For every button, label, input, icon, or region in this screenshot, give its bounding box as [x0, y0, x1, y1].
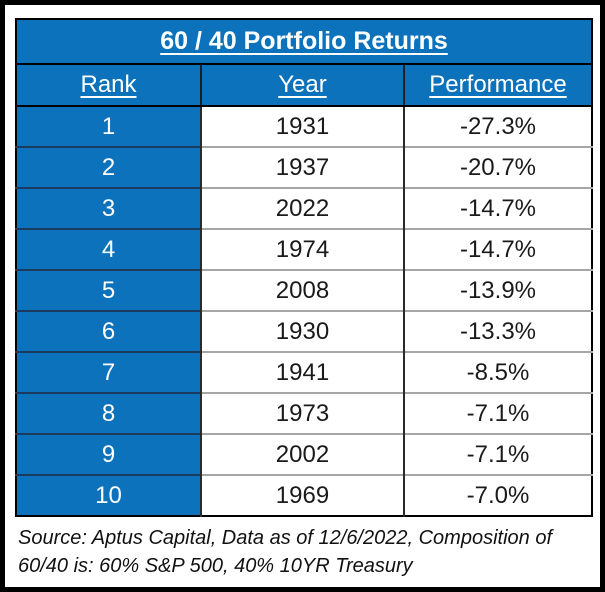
year-cell: 1973 — [200, 392, 404, 434]
table-row: 4 1974 -14.7% — [16, 228, 592, 270]
performance-cell: -14.7% — [403, 187, 592, 229]
year-cell: 1930 — [200, 310, 404, 352]
table-row: 9 2002 -7.1% — [16, 433, 592, 475]
rank-cell: 1 — [16, 106, 201, 147]
table-row: 2 1937 -20.7% — [16, 146, 592, 188]
year-cell: 1974 — [200, 228, 404, 270]
table-row: 6 1930 -13.3% — [16, 310, 592, 352]
year-cell: 1931 — [200, 106, 404, 147]
title-row: 60 / 40 Portfolio Returns — [16, 19, 592, 65]
performance-cell: -13.9% — [403, 269, 592, 311]
rank-cell: 4 — [16, 228, 201, 270]
rank-cell: 9 — [16, 433, 201, 475]
header-row: Rank Year Performance — [16, 64, 592, 107]
year-cell: 2002 — [200, 433, 404, 475]
rank-cell: 7 — [16, 351, 201, 393]
source-note: Source: Aptus Capital, Data as of 12/6/2… — [18, 524, 592, 581]
rank-cell: 10 — [16, 474, 201, 516]
performance-cell: -14.7% — [403, 228, 592, 270]
table-row: 3 2022 -14.7% — [16, 187, 592, 229]
table-title: 60 / 40 Portfolio Returns — [16, 19, 592, 65]
year-cell: 1969 — [200, 474, 404, 516]
year-cell: 2022 — [200, 187, 404, 229]
performance-cell: -20.7% — [403, 146, 592, 188]
column-header-rank: Rank — [16, 64, 201, 107]
rank-cell: 6 — [16, 310, 201, 352]
performance-cell: -7.1% — [403, 433, 592, 475]
rank-cell: 3 — [16, 187, 201, 229]
performance-cell: -7.0% — [403, 474, 592, 516]
source-note-line1: Source: Aptus Capital, Data as of 12/6/2… — [18, 527, 553, 549]
rank-cell: 8 — [16, 392, 201, 434]
year-cell: 1941 — [200, 351, 404, 393]
column-header-year: Year — [200, 64, 404, 107]
performance-cell: -7.1% — [403, 392, 592, 434]
table-body: 1 1931 -27.3% 2 1937 -20.7% 3 2022 -14.7% 4 1974 -1… — [16, 106, 592, 516]
performance-cell: -27.3% — [403, 106, 592, 147]
table-row: 8 1973 -7.1% — [16, 392, 592, 434]
year-cell: 1937 — [200, 146, 404, 188]
performance-cell: -13.3% — [403, 310, 592, 352]
source-note-line2: 60/40 is: 60% S&P 500, 40% 10YR Treasury — [18, 555, 413, 578]
table-row: 5 2008 -13.9% — [16, 269, 592, 311]
table-row: 7 1941 -8.5% — [16, 351, 592, 393]
rank-cell: 5 — [16, 269, 201, 311]
column-header-performance: Performance — [403, 64, 592, 107]
portfolio-returns-table: 60 / 40 Portfolio Returns Rank Year Perf… — [15, 18, 593, 517]
rank-cell: 2 — [16, 146, 201, 188]
table-row: 1 1931 -27.3% — [16, 106, 592, 147]
year-cell: 2008 — [200, 269, 404, 311]
performance-cell: -8.5% — [403, 351, 592, 393]
table-row: 10 1969 -7.0% — [16, 474, 592, 516]
